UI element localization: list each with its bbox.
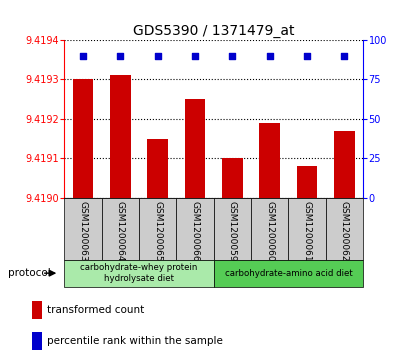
Bar: [147, 139, 168, 198]
Bar: [214, 260, 363, 287]
Bar: [32, 301, 42, 319]
Text: GSM1200060: GSM1200060: [265, 201, 274, 262]
Bar: [110, 76, 131, 198]
Bar: [102, 198, 139, 260]
Point: [192, 53, 198, 58]
Text: protocol: protocol: [8, 268, 51, 278]
Bar: [259, 123, 280, 198]
Text: carbohydrate-whey protein
hydrolysate diet: carbohydrate-whey protein hydrolysate di…: [81, 264, 198, 283]
Bar: [297, 166, 317, 198]
Text: GSM1200066: GSM1200066: [190, 201, 200, 262]
Point: [154, 53, 161, 58]
Bar: [139, 198, 176, 260]
Text: carbohydrate-amino acid diet: carbohydrate-amino acid diet: [225, 269, 352, 278]
Point: [304, 53, 310, 58]
Bar: [251, 198, 288, 260]
Text: GSM1200062: GSM1200062: [340, 201, 349, 261]
Bar: [64, 260, 214, 287]
Point: [266, 53, 273, 58]
Text: GSM1200063: GSM1200063: [78, 201, 88, 262]
Title: GDS5390 / 1371479_at: GDS5390 / 1371479_at: [133, 24, 295, 37]
Text: GSM1200061: GSM1200061: [303, 201, 312, 262]
Bar: [214, 198, 251, 260]
Text: GSM1200059: GSM1200059: [228, 201, 237, 262]
Point: [341, 53, 348, 58]
Bar: [288, 198, 326, 260]
Text: GSM1200064: GSM1200064: [116, 201, 125, 261]
Bar: [73, 79, 93, 198]
Point: [117, 53, 124, 58]
Bar: [326, 198, 363, 260]
Point: [80, 53, 86, 58]
Text: GSM1200065: GSM1200065: [153, 201, 162, 262]
Bar: [64, 198, 102, 260]
Bar: [222, 158, 243, 198]
Text: transformed count: transformed count: [47, 305, 145, 315]
Bar: [32, 332, 42, 350]
Point: [229, 53, 236, 58]
Bar: [334, 131, 355, 198]
Text: percentile rank within the sample: percentile rank within the sample: [47, 336, 223, 346]
Bar: [185, 99, 205, 198]
Bar: [176, 198, 214, 260]
